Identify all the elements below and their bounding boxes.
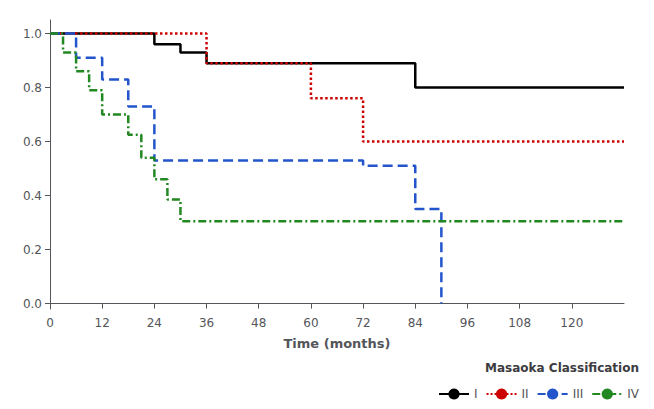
- svg-text:24: 24: [147, 316, 162, 330]
- svg-text:84: 84: [408, 316, 423, 330]
- svg-text:0.6: 0.6: [23, 135, 42, 149]
- svg-text:1.0: 1.0: [23, 27, 42, 41]
- svg-text:Masaoka Classification: Masaoka Classification: [485, 361, 639, 375]
- svg-text:60: 60: [303, 316, 318, 330]
- svg-text:II: II: [522, 387, 529, 401]
- svg-text:0.0: 0.0: [23, 297, 42, 311]
- svg-text:Time (months): Time (months): [283, 336, 390, 351]
- svg-text:0.4: 0.4: [23, 189, 42, 203]
- svg-text:108: 108: [508, 316, 531, 330]
- svg-text:36: 36: [199, 316, 214, 330]
- svg-text:I: I: [474, 387, 478, 401]
- svg-text:0: 0: [46, 316, 54, 330]
- svg-text:96: 96: [460, 316, 475, 330]
- svg-text:0.8: 0.8: [23, 81, 42, 95]
- svg-text:72: 72: [355, 316, 370, 330]
- svg-text:IV: IV: [627, 387, 640, 401]
- svg-text:0.2: 0.2: [23, 243, 42, 257]
- svg-text:III: III: [573, 387, 584, 401]
- svg-text:12: 12: [95, 316, 110, 330]
- svg-text:48: 48: [251, 316, 266, 330]
- svg-text:120: 120: [560, 316, 583, 330]
